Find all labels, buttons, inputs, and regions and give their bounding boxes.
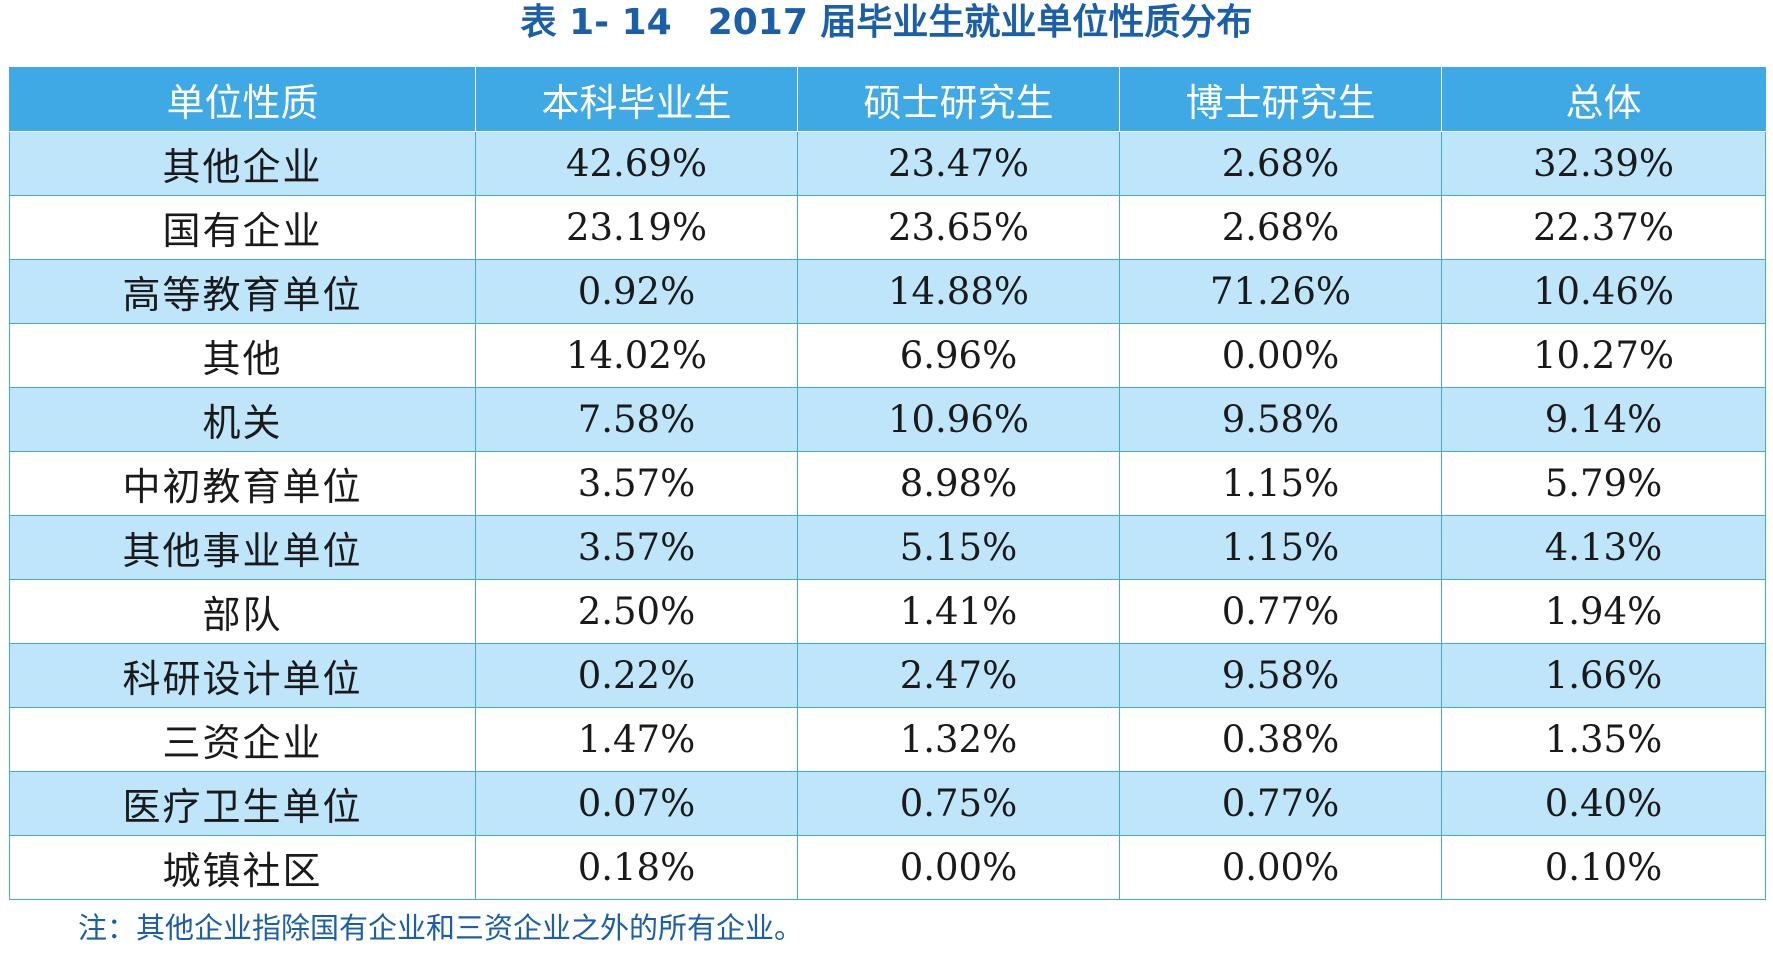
table-row: 部队 2.50% 1.41% 0.77% 1.94% <box>9 579 1766 644</box>
table-header-row: 单位性质 本科毕业生 硕士研究生 博士研究生 总体 <box>9 67 1766 132</box>
bachelor-cell: 0.92% <box>475 259 798 324</box>
master-cell: 1.32% <box>797 707 1120 772</box>
overall-cell: 1.66% <box>1441 643 1766 708</box>
bachelor-cell: 1.47% <box>475 707 798 772</box>
overall-cell: 22.37% <box>1441 195 1766 260</box>
master-cell: 23.47% <box>797 131 1120 196</box>
table-row: 三资企业 1.47% 1.32% 0.38% 1.35% <box>9 707 1766 772</box>
header-unit-type: 单位性质 <box>9 67 476 132</box>
bachelor-cell: 3.57% <box>475 451 798 516</box>
header-bachelor: 本科毕业生 <box>475 67 798 132</box>
overall-cell: 1.35% <box>1441 707 1766 772</box>
overall-cell: 0.40% <box>1441 771 1766 836</box>
employment-table: 单位性质 本科毕业生 硕士研究生 博士研究生 总体 其他企业 42.69% 23… <box>9 67 1766 900</box>
header-overall: 总体 <box>1441 67 1766 132</box>
table-caption: 表 1- 14 2017 届毕业生就业单位性质分布 <box>520 2 1253 43</box>
table-row: 科研设计单位 0.22% 2.47% 9.58% 1.66% <box>9 643 1766 708</box>
doctor-cell: 2.68% <box>1119 195 1442 260</box>
unit-type-cell: 三资企业 <box>9 707 476 772</box>
bachelor-cell: 0.07% <box>475 771 798 836</box>
bachelor-cell: 0.22% <box>475 643 798 708</box>
doctor-cell: 0.00% <box>1119 323 1442 388</box>
overall-cell: 9.14% <box>1441 387 1766 452</box>
table-row: 其他 14.02% 6.96% 0.00% 10.27% <box>9 323 1766 388</box>
unit-type-cell: 部队 <box>9 579 476 644</box>
master-cell: 0.00% <box>797 835 1120 900</box>
overall-cell: 10.46% <box>1441 259 1766 324</box>
unit-type-cell: 国有企业 <box>9 195 476 260</box>
doctor-cell: 0.77% <box>1119 771 1442 836</box>
table-footnote: 注：其他企业指除国有企业和三资企业之外的所有企业。 <box>78 911 804 945</box>
overall-cell: 32.39% <box>1441 131 1766 196</box>
table-row: 中初教育单位 3.57% 8.98% 1.15% 5.79% <box>9 451 1766 516</box>
overall-cell: 1.94% <box>1441 579 1766 644</box>
master-cell: 1.41% <box>797 579 1120 644</box>
bachelor-cell: 2.50% <box>475 579 798 644</box>
doctor-cell: 9.58% <box>1119 643 1442 708</box>
header-doctor: 博士研究生 <box>1119 67 1442 132</box>
doctor-cell: 0.77% <box>1119 579 1442 644</box>
bachelor-cell: 14.02% <box>475 323 798 388</box>
doctor-cell: 1.15% <box>1119 451 1442 516</box>
table-row: 其他事业单位 3.57% 5.15% 1.15% 4.13% <box>9 515 1766 580</box>
overall-cell: 10.27% <box>1441 323 1766 388</box>
unit-type-cell: 其他 <box>9 323 476 388</box>
unit-type-cell: 中初教育单位 <box>9 451 476 516</box>
overall-cell: 4.13% <box>1441 515 1766 580</box>
unit-type-cell: 机关 <box>9 387 476 452</box>
master-cell: 10.96% <box>797 387 1120 452</box>
unit-type-cell: 高等教育单位 <box>9 259 476 324</box>
header-master: 硕士研究生 <box>797 67 1120 132</box>
doctor-cell: 2.68% <box>1119 131 1442 196</box>
table-row: 城镇社区 0.18% 0.00% 0.00% 0.10% <box>9 835 1766 900</box>
unit-type-cell: 城镇社区 <box>9 835 476 900</box>
master-cell: 2.47% <box>797 643 1120 708</box>
overall-cell: 5.79% <box>1441 451 1766 516</box>
doctor-cell: 9.58% <box>1119 387 1442 452</box>
bachelor-cell: 23.19% <box>475 195 798 260</box>
master-cell: 6.96% <box>797 323 1120 388</box>
bachelor-cell: 3.57% <box>475 515 798 580</box>
bachelor-cell: 42.69% <box>475 131 798 196</box>
bachelor-cell: 7.58% <box>475 387 798 452</box>
master-cell: 0.75% <box>797 771 1120 836</box>
master-cell: 5.15% <box>797 515 1120 580</box>
doctor-cell: 1.15% <box>1119 515 1442 580</box>
doctor-cell: 0.38% <box>1119 707 1442 772</box>
master-cell: 14.88% <box>797 259 1120 324</box>
table-row: 医疗卫生单位 0.07% 0.75% 0.77% 0.40% <box>9 771 1766 836</box>
doctor-cell: 0.00% <box>1119 835 1442 900</box>
bachelor-cell: 0.18% <box>475 835 798 900</box>
master-cell: 23.65% <box>797 195 1120 260</box>
master-cell: 8.98% <box>797 451 1120 516</box>
table-row: 机关 7.58% 10.96% 9.58% 9.14% <box>9 387 1766 452</box>
unit-type-cell: 科研设计单位 <box>9 643 476 708</box>
table-row: 高等教育单位 0.92% 14.88% 71.26% 10.46% <box>9 259 1766 324</box>
unit-type-cell: 其他企业 <box>9 131 476 196</box>
overall-cell: 0.10% <box>1441 835 1766 900</box>
table-row: 其他企业 42.69% 23.47% 2.68% 32.39% <box>9 131 1766 196</box>
unit-type-cell: 其他事业单位 <box>9 515 476 580</box>
doctor-cell: 71.26% <box>1119 259 1442 324</box>
unit-type-cell: 医疗卫生单位 <box>9 771 476 836</box>
table-row: 国有企业 23.19% 23.65% 2.68% 22.37% <box>9 195 1766 260</box>
